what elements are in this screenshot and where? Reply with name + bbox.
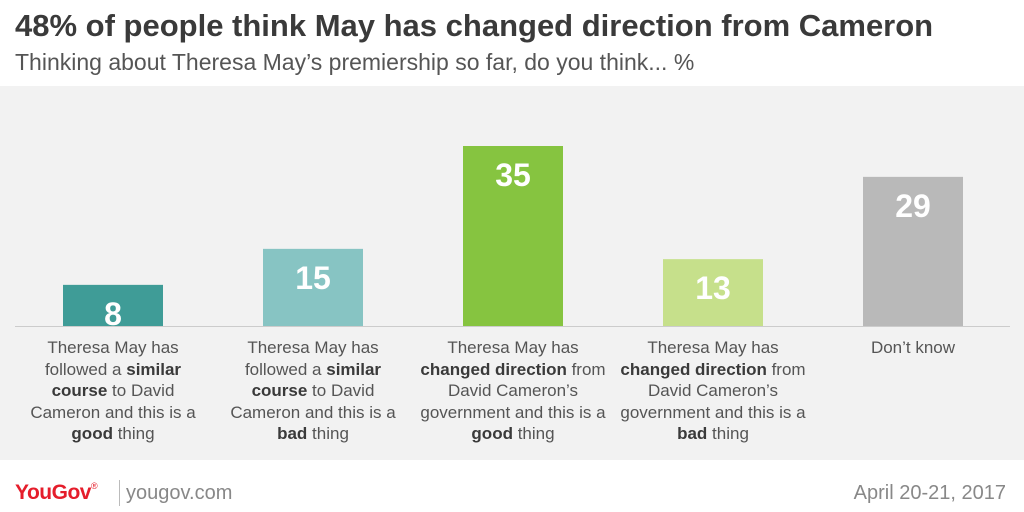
category-label-part: similar course xyxy=(51,359,182,401)
bar-value-label-4: 13 xyxy=(695,270,731,306)
category-label-part: thing xyxy=(707,424,749,443)
bar-value-label-1: 8 xyxy=(104,296,122,332)
category-label-part: thing xyxy=(307,424,349,443)
category-label-4: Theresa May has changed direction from D… xyxy=(618,337,808,445)
logo-text: YouGov xyxy=(15,481,91,504)
category-label-part: Theresa May has xyxy=(647,338,779,357)
category-label-part: good xyxy=(71,424,113,443)
category-label-part: thing xyxy=(512,424,555,443)
category-label-1: Theresa May has followed a similar cours… xyxy=(18,337,208,445)
bar-1 xyxy=(63,284,163,326)
bar-4 xyxy=(663,259,763,326)
category-label-part: to David Cameron and this is a xyxy=(230,381,396,422)
bar-value-label-2: 15 xyxy=(295,260,331,296)
bar-5 xyxy=(863,176,963,326)
footer xyxy=(0,460,1024,512)
category-label-part: bad xyxy=(677,424,708,443)
bar-3 xyxy=(463,146,563,326)
chart-title: 48% of people think May has changed dire… xyxy=(15,8,934,43)
category-label-3: Theresa May has changed direction from D… xyxy=(418,337,608,445)
bar-2 xyxy=(263,248,363,326)
footer-divider xyxy=(119,480,120,506)
category-label-part: bad xyxy=(277,424,308,443)
chart-subtitle: Thinking about Theresa May’s premiership… xyxy=(15,49,695,75)
category-label-part: Theresa May has followed a xyxy=(44,338,179,379)
category-label-part: good xyxy=(471,424,513,443)
bar-value-label-3: 35 xyxy=(495,157,531,193)
category-label-part: to David Cameron and this is a xyxy=(30,381,196,422)
category-label-2: Theresa May has followed a similar cours… xyxy=(218,337,408,445)
bar-chart: 8 15 35 13 29 xyxy=(15,146,1010,332)
category-label-part: changed direction xyxy=(420,359,567,379)
category-label-part: Theresa May has followed a xyxy=(244,338,379,379)
survey-date: April 20-21, 2017 xyxy=(853,482,1006,504)
chart-header: 48% of people think May has changed dire… xyxy=(0,0,1024,86)
category-label-part: changed direction xyxy=(620,359,767,379)
category-label-part: from David Cameron’s government and this… xyxy=(420,359,606,422)
bar-value-label-5: 29 xyxy=(895,188,931,224)
category-label-part: thing xyxy=(112,424,155,443)
category-label-part: Don’t know xyxy=(870,338,956,357)
category-label-part: similar course xyxy=(251,359,382,401)
category-label-5: Don’t know xyxy=(818,337,1008,359)
site-link[interactable]: yougov.com xyxy=(126,482,233,504)
logo-registered-mark: ® xyxy=(90,481,98,491)
category-label-part: Theresa May has xyxy=(447,338,579,357)
yougov-logo[interactable]: YouGov® xyxy=(15,481,98,505)
category-label-part: from David Cameron’s government and this… xyxy=(620,359,806,422)
